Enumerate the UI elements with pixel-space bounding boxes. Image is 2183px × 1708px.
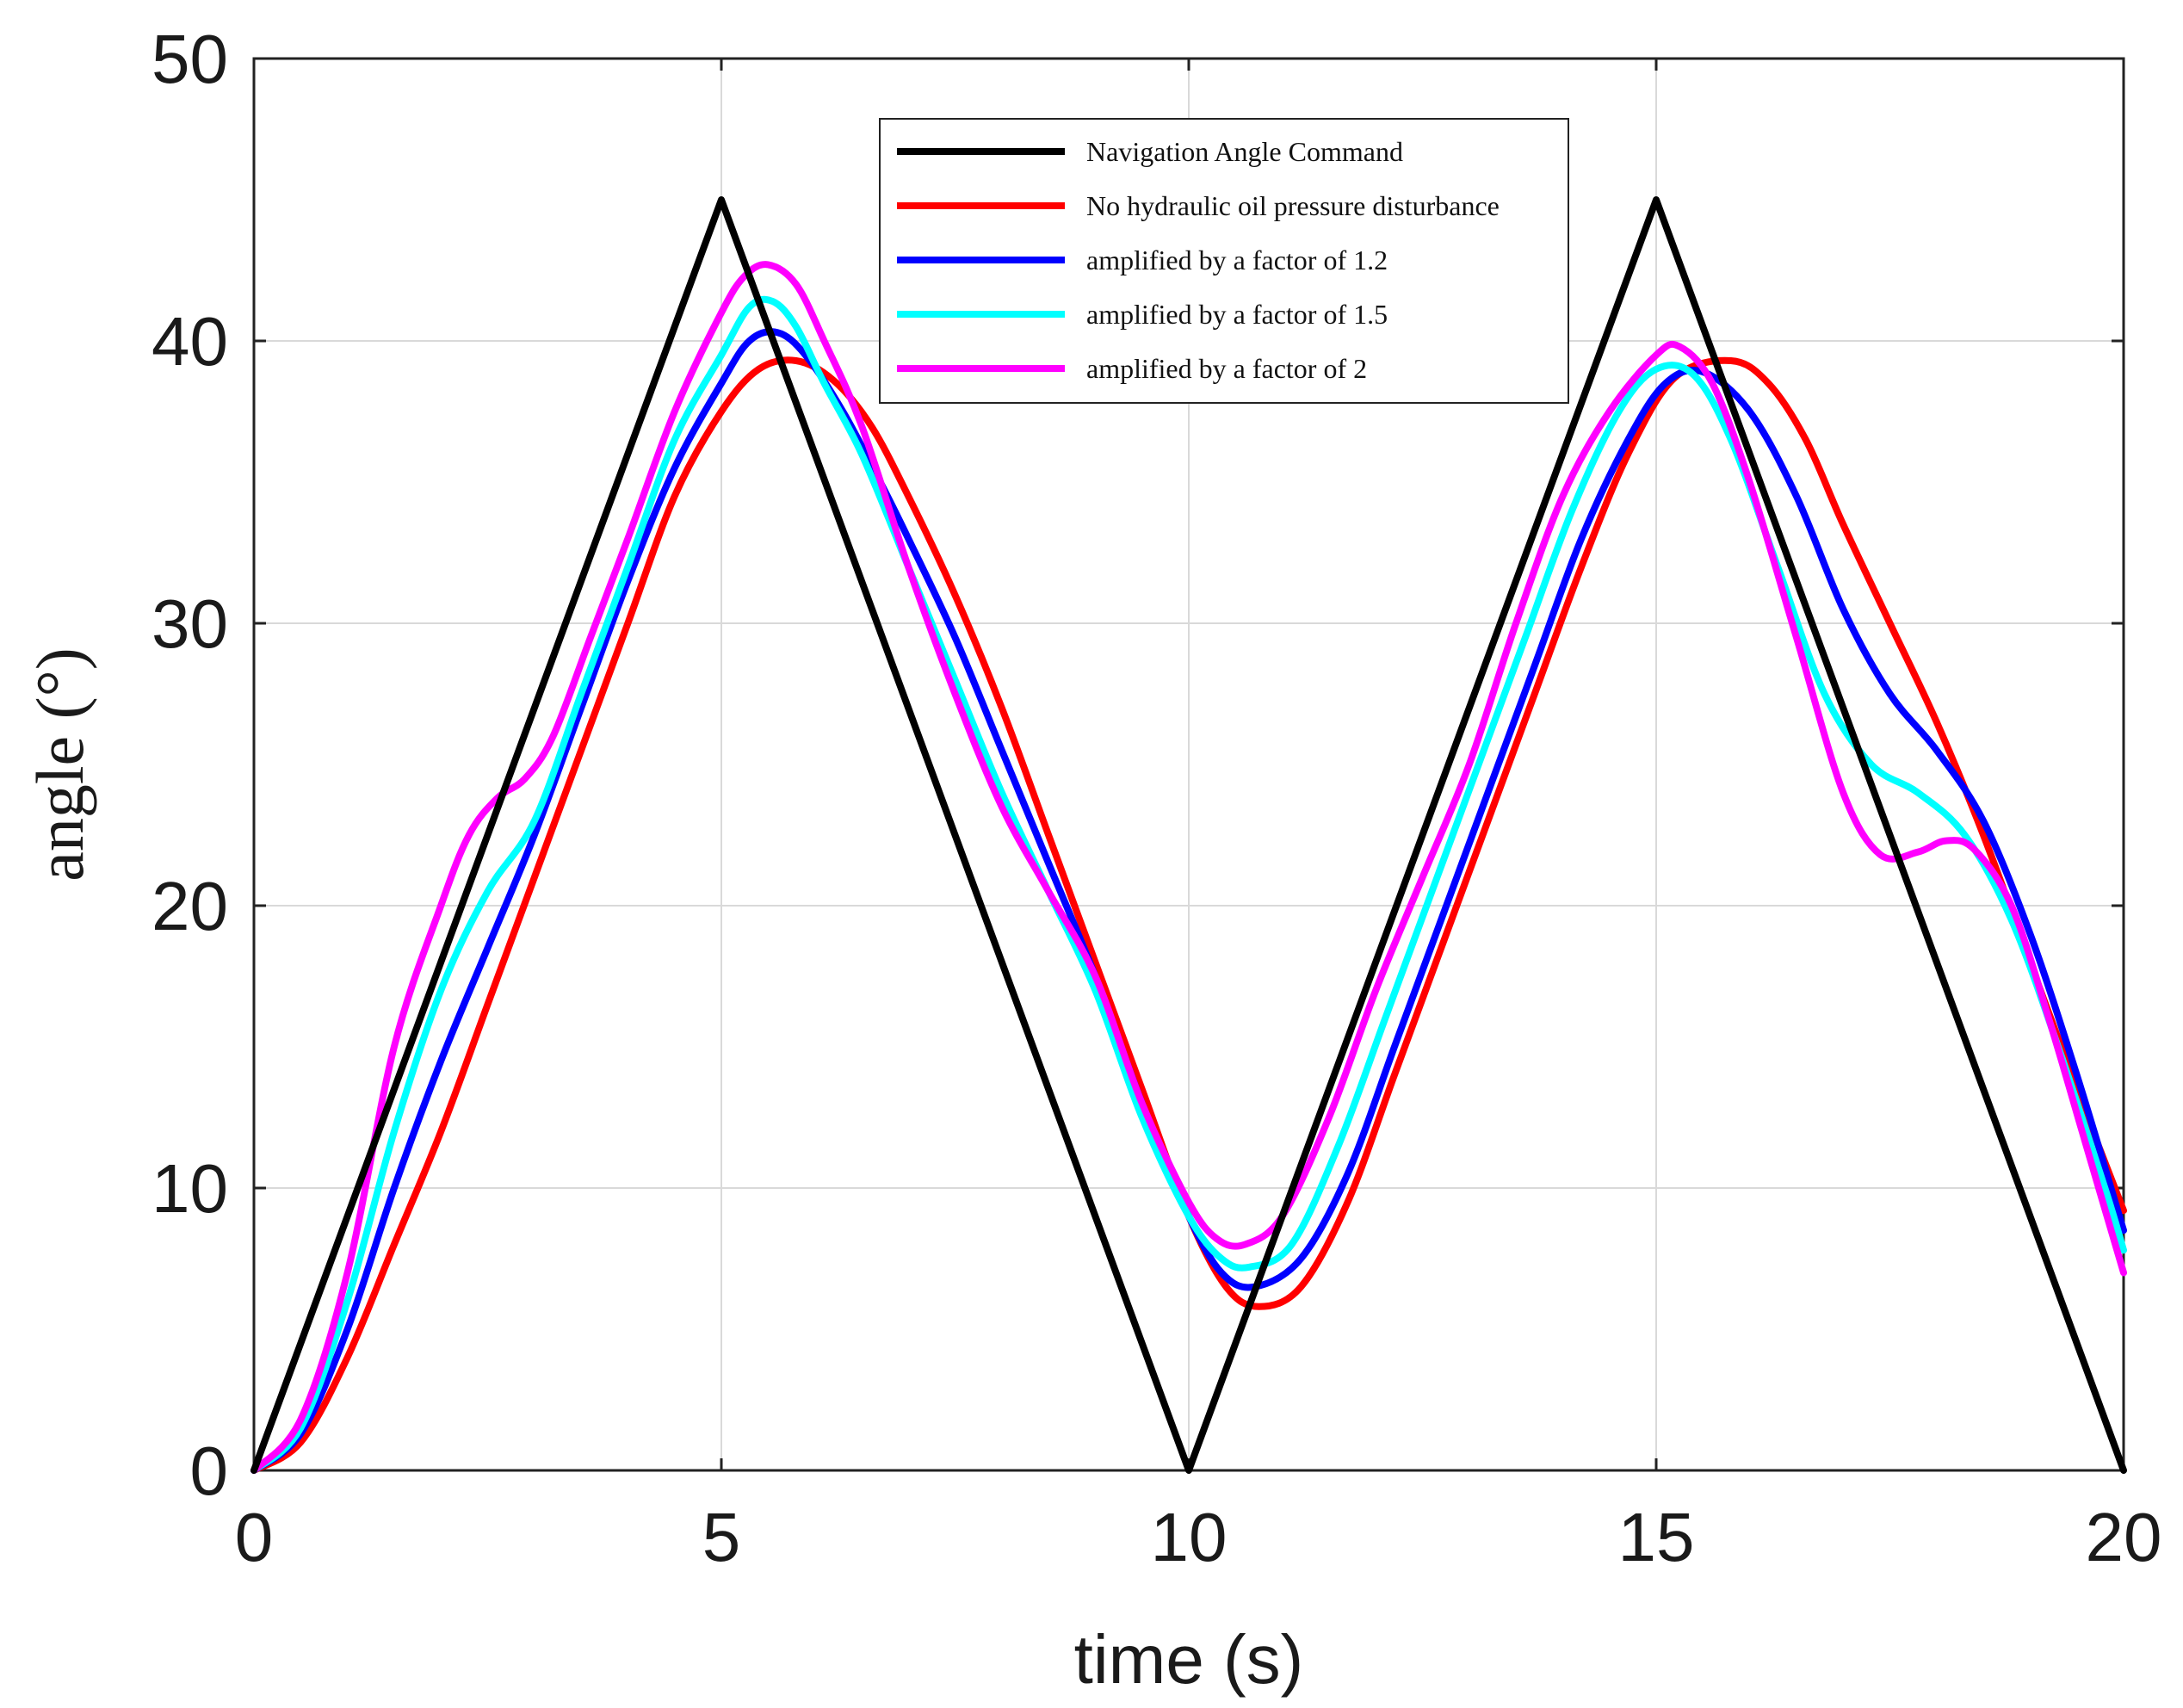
- series-lines: [250, 196, 2127, 1474]
- x-axis-label: time (s): [1074, 1621, 1304, 1698]
- y-tick-label: 30: [152, 585, 228, 662]
- series-line-3: [250, 295, 2127, 1474]
- series-line-0: [250, 196, 2127, 1474]
- legend-label-0: Navigation Angle Command: [1086, 136, 1403, 167]
- y-tick-label: 40: [152, 303, 228, 380]
- y-tick-label: 0: [190, 1433, 229, 1509]
- x-tick-label: 0: [235, 1499, 274, 1575]
- axis-ticks: 0 5 10 15 20 0 10 20 30 40 50: [152, 21, 2161, 1575]
- legend: Navigation Angle Command No hydraulic oil…: [879, 118, 1569, 404]
- legend-label-3: amplified by a factor of 1.5: [1086, 299, 1388, 330]
- legend-label-4: amplified by a factor of 2: [1086, 353, 1367, 384]
- y-tick-label: 10: [152, 1150, 228, 1227]
- y-tick-label: 20: [152, 868, 228, 944]
- x-tick-label: 10: [1151, 1499, 1228, 1575]
- y-axis-label: angle (°): [22, 647, 97, 882]
- x-tick-label: 15: [1618, 1499, 1695, 1575]
- legend-label-1: No hydraulic oil pressure disturbance: [1086, 190, 1500, 221]
- legend-label-2: amplified by a factor of 1.2: [1086, 244, 1388, 275]
- x-tick-label: 20: [2086, 1499, 2162, 1575]
- series-line-4: [250, 261, 2127, 1474]
- x-tick-label: 5: [702, 1499, 741, 1575]
- y-tick-label: 50: [152, 21, 228, 97]
